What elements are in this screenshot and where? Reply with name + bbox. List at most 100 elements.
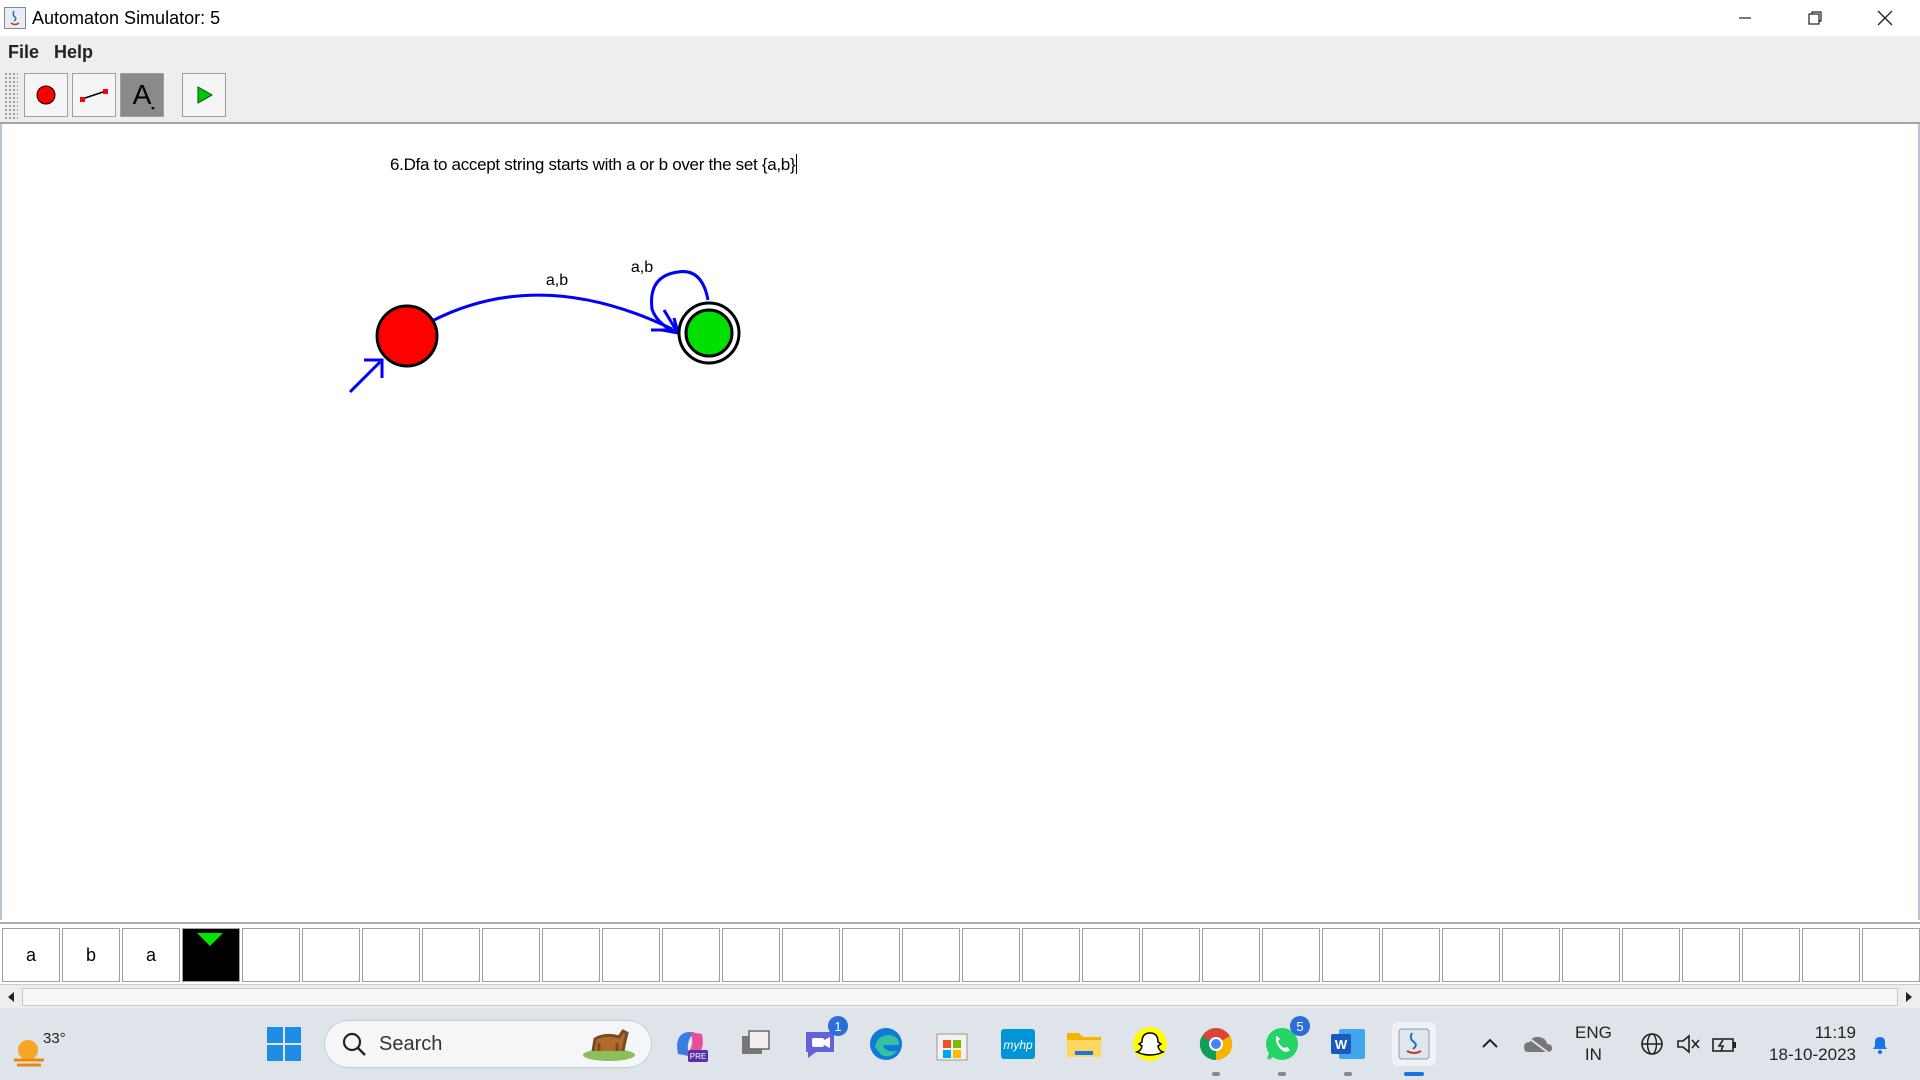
tape-cell[interactable]: [1262, 928, 1320, 982]
transition-tool-button[interactable]: [72, 73, 116, 117]
state-tool-button[interactable]: [24, 73, 68, 117]
taskbar-java[interactable]: [1392, 1022, 1436, 1076]
tape-cell[interactable]: [602, 928, 660, 982]
tape-cell[interactable]: [1742, 928, 1800, 982]
tape-cell[interactable]: [542, 928, 600, 982]
chrome-icon: [1199, 1028, 1233, 1061]
scroll-left-button[interactable]: [0, 985, 22, 1009]
tape-cell[interactable]: [1862, 928, 1920, 982]
word-icon: W: [1331, 1029, 1365, 1059]
scroll-right-button[interactable]: [1898, 985, 1920, 1009]
tape-cell[interactable]: [1382, 928, 1440, 982]
taskbar-copilot[interactable]: PRE: [668, 1022, 712, 1066]
notifications-button[interactable]: [1858, 1022, 1902, 1066]
tape-cell[interactable]: [302, 928, 360, 982]
taskbar-store[interactable]: [930, 1022, 974, 1066]
tape-cell[interactable]: b: [62, 928, 120, 982]
whatsapp-badge: 5: [1290, 1016, 1310, 1036]
tape-cell[interactable]: [782, 928, 840, 982]
whatsapp-running-indicator: [1278, 1072, 1286, 1076]
tape-cell[interactable]: [1682, 928, 1740, 982]
edge-icon: [870, 1028, 902, 1060]
tape-cell[interactable]: [242, 928, 300, 982]
state-q1-accepting[interactable]: [677, 301, 741, 365]
scroll-thumb[interactable]: [22, 988, 1898, 1006]
tape-cell[interactable]: [962, 928, 1020, 982]
tape-cell[interactable]: [722, 928, 780, 982]
taskbar-whatsapp[interactable]: 5: [1260, 1016, 1310, 1076]
store-icon: [936, 1033, 968, 1061]
tape-cell[interactable]: [362, 928, 420, 982]
word-running-indicator: [1344, 1072, 1352, 1076]
tape-cell[interactable]: [1082, 928, 1140, 982]
title-bar: Automaton Simulator: 5: [0, 0, 1920, 36]
taskbar-chrome[interactable]: [1194, 1022, 1238, 1076]
menu-help[interactable]: Help: [54, 42, 94, 62]
tape-cell[interactable]: [482, 928, 540, 982]
tape-cell[interactable]: [1502, 928, 1560, 982]
clock-date: 18-10-2023: [1769, 1045, 1856, 1064]
tape-scrollbar[interactable]: [0, 984, 1920, 1009]
battery-button[interactable]: [1702, 1022, 1746, 1066]
network-button[interactable]: [1630, 1022, 1674, 1066]
weather-widget[interactable]: 33°: [10, 1018, 70, 1070]
text-tool-button[interactable]: A: [120, 73, 164, 117]
transition-q0-q1[interactable]: [433, 293, 673, 331]
chat-icon: [806, 1032, 834, 1058]
taskbar-task-view[interactable]: [734, 1022, 778, 1066]
java-icon: [1398, 1028, 1430, 1060]
tape-cell[interactable]: [422, 928, 480, 982]
svg-text:W: W: [1335, 1037, 1348, 1052]
menu-bar: File Help: [0, 36, 1920, 66]
volume-button[interactable]: [1666, 1022, 1710, 1066]
onedrive-button[interactable]: [1516, 1022, 1560, 1066]
tape-cell[interactable]: [1622, 928, 1680, 982]
cloud-offline-icon: [1524, 1035, 1552, 1055]
weather-temperature: 33°: [43, 1030, 66, 1047]
weather-sun-icon: [14, 1040, 44, 1067]
tape-cell[interactable]: [1442, 928, 1500, 982]
windows-logo-icon: [267, 1027, 301, 1061]
tape-cell[interactable]: [1802, 928, 1860, 982]
tape-head-marker-icon: [197, 933, 223, 946]
tape-cell[interactable]: [662, 928, 720, 982]
taskbar-edge[interactable]: [864, 1022, 908, 1066]
toolbar-grip[interactable]: [4, 72, 18, 120]
tape-cell[interactable]: a: [2, 928, 60, 982]
tape-cell[interactable]: [1562, 928, 1620, 982]
taskbar-search[interactable]: Search: [324, 1020, 652, 1068]
taskbar-myhp[interactable]: myhp: [996, 1022, 1040, 1066]
system-clock[interactable]: 11:19 18-10-2023: [1752, 1022, 1856, 1066]
play-icon: [197, 86, 214, 104]
chevron-up-icon: [1482, 1038, 1498, 1048]
text-a-icon: A: [133, 79, 155, 110]
minimize-icon: [1739, 17, 1751, 19]
tape-cell[interactable]: [1322, 928, 1380, 982]
tape-cell[interactable]: [902, 928, 960, 982]
state-q0-initial[interactable]: [375, 304, 439, 368]
canvas-caption[interactable]: 6.Dfa to accept string starts with a or …: [390, 154, 798, 174]
taskbar-snapchat[interactable]: [1128, 1022, 1172, 1066]
tape-cell[interactable]: a: [122, 928, 180, 982]
tape-cell-head[interactable]: [182, 928, 240, 982]
folder-icon: [1067, 1033, 1101, 1057]
restore-button[interactable]: [1780, 0, 1850, 36]
taskbar-teams-chat[interactable]: 1: [798, 1016, 848, 1066]
start-button[interactable]: [262, 1022, 306, 1066]
tape-cell[interactable]: [1202, 928, 1260, 982]
run-tool-button[interactable]: [182, 73, 226, 117]
taskbar-word[interactable]: W: [1326, 1022, 1370, 1076]
tape-cell[interactable]: [842, 928, 900, 982]
show-hidden-icons-button[interactable]: [1468, 1022, 1512, 1066]
automaton-canvas[interactable]: 6.Dfa to accept string starts with a or …: [0, 124, 1920, 920]
whatsapp-icon: [1266, 1028, 1298, 1060]
transition-q1-q1[interactable]: [650, 270, 710, 334]
close-button[interactable]: [1850, 0, 1920, 36]
menu-file[interactable]: File: [8, 42, 40, 62]
language-indicator[interactable]: ENG IN: [1575, 1022, 1612, 1066]
svg-text:A: A: [133, 79, 152, 110]
taskbar-file-explorer[interactable]: [1062, 1022, 1106, 1066]
tape-cell[interactable]: [1142, 928, 1200, 982]
tape-cell[interactable]: [1022, 928, 1080, 982]
minimize-button[interactable]: [1710, 0, 1780, 36]
